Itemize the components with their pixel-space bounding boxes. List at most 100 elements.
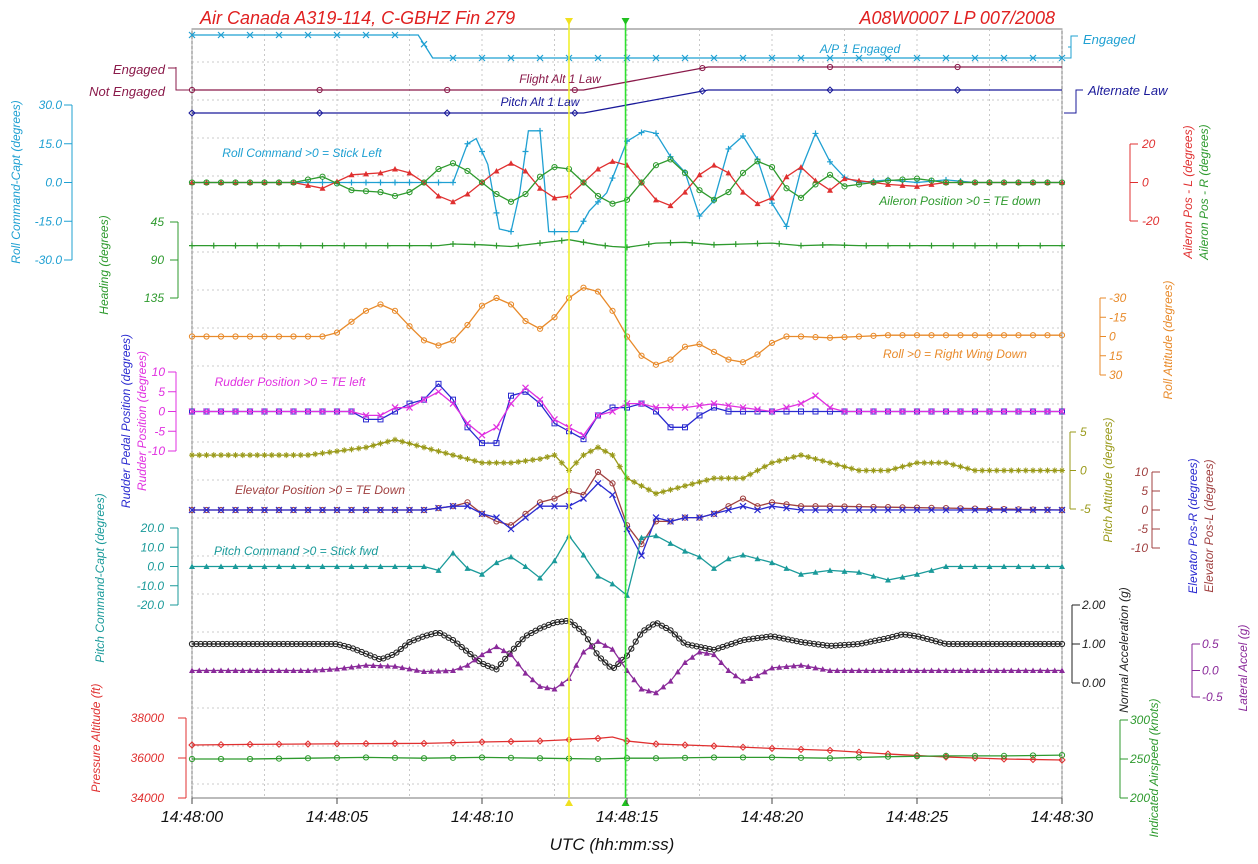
data-point-marker xyxy=(754,406,761,413)
data-point-marker xyxy=(710,742,718,750)
ap1-engaged-line xyxy=(192,34,1062,59)
data-point-marker xyxy=(218,667,224,673)
data-point-marker xyxy=(921,459,928,466)
data-point-marker xyxy=(1028,640,1035,648)
data-point-marker xyxy=(188,333,196,340)
x-tick-label: 14:48:05 xyxy=(306,809,368,826)
rudder-tick-label: -5 xyxy=(154,424,165,438)
data-point-marker xyxy=(696,341,703,348)
data-point-marker xyxy=(1015,332,1022,339)
green-cursor-top-marker[interactable] xyxy=(621,18,630,25)
data-point-marker xyxy=(319,563,326,569)
data-point-marker xyxy=(797,400,805,408)
data-point-marker xyxy=(420,396,428,404)
data-point-marker xyxy=(769,200,775,207)
data-point-marker xyxy=(493,440,500,447)
data-point-marker xyxy=(241,640,248,648)
data-point-marker xyxy=(478,179,486,186)
data-point-marker xyxy=(1015,408,1022,415)
data-point-marker xyxy=(500,459,507,466)
data-point-marker xyxy=(348,318,355,325)
data-point-marker xyxy=(319,333,326,340)
data-point-marker xyxy=(971,408,979,415)
data-point-marker xyxy=(362,188,370,195)
data-point-marker xyxy=(1030,563,1036,569)
data-point-marker xyxy=(363,242,369,249)
data-point-marker xyxy=(435,448,442,455)
data-point-marker xyxy=(580,179,587,186)
data-point-marker xyxy=(304,755,312,762)
aileron-title: Aileron Position >0 = TE down xyxy=(878,194,1041,208)
data-point-marker xyxy=(217,506,225,514)
data-point-marker xyxy=(413,667,420,673)
data-point-marker xyxy=(826,755,834,762)
data-point-marker xyxy=(739,404,747,411)
data-point-marker xyxy=(558,237,565,244)
data-point-marker xyxy=(740,551,746,558)
data-point-marker xyxy=(848,465,855,472)
data-point-marker xyxy=(841,175,848,182)
data-point-marker xyxy=(826,506,834,514)
data-point-marker xyxy=(305,182,311,188)
data-point-marker xyxy=(1015,667,1022,673)
data-point-marker xyxy=(580,239,587,246)
data-point-marker xyxy=(826,334,834,341)
data-point-marker xyxy=(739,754,747,761)
data-point-marker xyxy=(914,183,920,189)
data-point-marker xyxy=(225,452,232,459)
data-point-marker xyxy=(594,54,602,62)
data-point-marker xyxy=(406,400,413,407)
pitch-command-tick-label: 20.0 xyxy=(140,521,165,535)
green-cursor-bottom-marker[interactable] xyxy=(621,799,630,806)
data-point-marker xyxy=(595,444,601,451)
data-point-marker xyxy=(332,640,339,648)
data-point-marker xyxy=(464,191,471,197)
data-point-marker xyxy=(747,675,754,681)
data-point-marker xyxy=(768,164,776,171)
data-point-marker xyxy=(189,242,195,249)
yellow-cursor-bottom-marker[interactable] xyxy=(565,799,573,806)
data-point-marker xyxy=(1045,640,1053,648)
roll-attitude-axis: -30 -15 0 15 30 xyxy=(1099,291,1127,382)
data-point-marker xyxy=(899,182,906,188)
data-point-marker xyxy=(336,641,343,648)
data-point-marker xyxy=(1022,467,1029,474)
data-point-marker xyxy=(696,479,703,486)
data-point-marker xyxy=(725,408,732,415)
data-point-marker xyxy=(458,644,465,651)
data-point-marker xyxy=(594,755,602,763)
data-point-marker xyxy=(924,635,931,643)
data-point-marker xyxy=(261,408,268,415)
data-point-marker xyxy=(450,240,456,247)
data-point-marker xyxy=(674,668,681,675)
data-point-marker xyxy=(761,668,768,675)
aileron-tick-label: -20 xyxy=(1142,214,1160,228)
data-point-marker xyxy=(549,620,557,627)
ap1-engaged-series xyxy=(188,31,1066,62)
data-point-marker xyxy=(928,181,935,187)
data-point-marker xyxy=(660,683,667,690)
data-point-marker xyxy=(232,452,239,459)
data-point-marker xyxy=(217,740,225,749)
data-point-marker xyxy=(319,666,326,673)
data-point-marker xyxy=(232,563,239,569)
data-point-marker xyxy=(768,744,776,753)
data-point-marker xyxy=(1058,752,1066,759)
data-point-marker xyxy=(406,563,413,569)
data-point-marker xyxy=(493,242,500,249)
yellow-cursor-top-marker[interactable] xyxy=(565,18,573,25)
data-point-marker xyxy=(942,54,950,62)
data-point-marker xyxy=(449,738,457,747)
data-point-marker xyxy=(1000,752,1008,759)
data-point-marker xyxy=(769,559,775,566)
data-point-marker xyxy=(217,755,225,763)
data-point-marker xyxy=(725,145,732,152)
data-point-marker xyxy=(783,663,790,670)
data-point-marker xyxy=(423,632,430,639)
pitch-attitude-axis: 5 0 -5 xyxy=(1069,425,1091,516)
data-point-marker xyxy=(653,689,659,696)
data-point-marker xyxy=(623,196,631,203)
rudder-tick-label: -10 xyxy=(148,444,166,458)
data-point-marker xyxy=(638,686,645,692)
data-point-marker xyxy=(776,240,783,247)
